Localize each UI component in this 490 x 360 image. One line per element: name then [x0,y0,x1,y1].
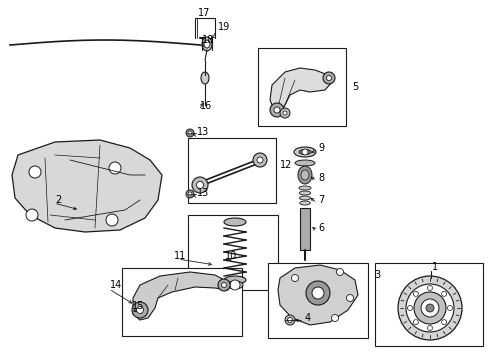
Circle shape [109,162,121,174]
Text: 10: 10 [225,251,237,261]
Circle shape [427,285,433,291]
Bar [375,263,483,346]
Ellipse shape [299,196,311,200]
Circle shape [414,291,418,296]
Circle shape [137,306,144,314]
Bar [188,215,278,290]
Bar [300,208,310,250]
Text: 12: 12 [280,160,293,170]
Text: 3: 3 [374,270,380,280]
Circle shape [285,315,295,325]
Polygon shape [278,265,358,325]
Circle shape [270,103,284,117]
Ellipse shape [224,276,246,284]
Polygon shape [270,68,332,112]
Ellipse shape [202,37,212,51]
Circle shape [427,325,433,330]
Circle shape [312,287,324,299]
Circle shape [257,157,263,163]
Circle shape [29,166,41,178]
Text: 7: 7 [318,195,324,205]
Text: 9: 9 [318,143,324,153]
Circle shape [447,306,452,310]
Circle shape [280,108,290,118]
Circle shape [186,129,194,137]
Ellipse shape [300,201,310,205]
Circle shape [406,284,454,332]
Text: 18: 18 [202,35,214,45]
Text: 8: 8 [318,173,324,183]
Circle shape [398,276,462,340]
Circle shape [218,279,230,291]
Circle shape [441,320,447,325]
Text: 15: 15 [132,301,145,311]
Circle shape [221,283,226,288]
Circle shape [186,190,194,198]
Circle shape [292,274,298,282]
Circle shape [188,192,192,196]
Text: 5: 5 [352,82,358,92]
Bar [258,48,346,126]
Ellipse shape [227,281,243,289]
Circle shape [288,318,293,323]
Text: 19: 19 [218,22,230,32]
Text: 13: 13 [197,188,209,198]
Circle shape [274,107,280,113]
Circle shape [192,177,208,193]
Circle shape [332,315,339,321]
Ellipse shape [224,218,246,226]
Bar [188,138,276,203]
Circle shape [132,302,148,318]
Circle shape [283,111,287,115]
Circle shape [414,292,446,324]
Text: 6: 6 [318,223,324,233]
Bar [268,263,368,338]
Circle shape [408,306,413,310]
Ellipse shape [204,40,210,48]
Circle shape [188,131,192,135]
Ellipse shape [201,72,209,84]
Ellipse shape [299,149,311,154]
Ellipse shape [299,191,311,195]
Ellipse shape [295,160,315,166]
Text: 4: 4 [305,313,311,323]
Ellipse shape [301,170,309,180]
Text: 14: 14 [110,280,122,290]
Circle shape [441,291,447,296]
Ellipse shape [298,166,312,184]
Circle shape [230,280,240,290]
Circle shape [106,214,118,226]
Text: 17: 17 [198,8,210,18]
Circle shape [323,72,335,84]
Circle shape [414,320,418,325]
Circle shape [196,181,203,189]
Circle shape [421,299,439,317]
Circle shape [26,209,38,221]
Circle shape [346,294,353,302]
Circle shape [337,269,343,275]
Polygon shape [12,140,162,232]
Ellipse shape [294,147,316,157]
Bar [122,268,242,336]
Text: 2: 2 [55,195,61,205]
Circle shape [426,304,434,312]
Polygon shape [133,272,230,320]
Text: 16: 16 [200,101,212,111]
Circle shape [253,153,267,167]
Text: 1: 1 [432,262,438,272]
Text: 13: 13 [197,127,209,137]
Circle shape [306,281,330,305]
Ellipse shape [299,186,311,190]
Circle shape [302,149,308,155]
Circle shape [326,76,332,81]
Text: 11: 11 [174,251,186,261]
